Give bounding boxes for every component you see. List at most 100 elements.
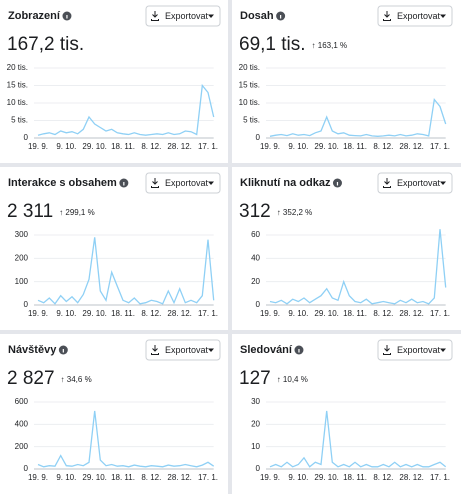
x-tick-label: 9. 10.	[56, 142, 76, 151]
export-button-box[interactable]	[145, 5, 221, 27]
x-tick-label: 28. 12.	[167, 142, 191, 151]
x-tick-label: 8. 12.	[373, 473, 393, 482]
panel-title: Kliknutí na odkaz	[240, 177, 331, 189]
metric-change: ↑ 299,1 %	[59, 208, 95, 217]
download-icon	[383, 11, 391, 21]
line	[269, 97, 447, 137]
export-button[interactable]: Exportovat	[377, 5, 453, 27]
panel: Návštěvy Exportovat 2 827 ↑ 34,6 % 0 200 400 60…	[0, 334, 228, 494]
y-tick-label: 300	[15, 230, 29, 239]
panel-title: Sledování	[240, 344, 293, 356]
x-tick-label: 18. 11.	[343, 473, 367, 482]
metric-value: 69,1 tis.	[239, 34, 306, 55]
x-tick-label: 18. 11.	[111, 309, 135, 318]
x-tick-label: 19. 9.	[28, 142, 48, 151]
x-tick-label: 9. 10.	[56, 309, 76, 318]
metric-change: ↑ 34,6 %	[61, 375, 92, 384]
x-tick-label: 8. 12.	[373, 309, 393, 318]
export-button-label: Exportovat	[165, 11, 209, 21]
y-tick-label: 0	[24, 300, 29, 309]
y-tick-label: 0	[256, 464, 261, 473]
x-tick-label: 8. 12.	[373, 142, 393, 151]
x-tick-label: 18. 11.	[111, 142, 135, 151]
export-button-box[interactable]	[377, 5, 453, 27]
download-icon	[151, 11, 159, 21]
x-tick-label: 28. 12.	[167, 309, 191, 318]
metric-change: ↑ 10,4 %	[277, 375, 308, 384]
panel-title: Dosah	[240, 10, 274, 22]
x-tick-label: 29. 10.	[314, 309, 338, 318]
y-tick-label: 10 tis.	[239, 98, 260, 107]
y-tick-label: 0	[256, 300, 261, 309]
y-tick-label: 30	[251, 397, 260, 406]
y-tick-label: 10	[251, 442, 260, 451]
export-button[interactable]: Exportovat	[145, 339, 221, 361]
x-tick-label: 29. 10.	[82, 142, 106, 151]
panel-background	[232, 167, 461, 330]
metric-change: ↑ 163,1 %	[312, 41, 348, 50]
metric-value: 2 827	[7, 368, 55, 389]
dropdown-caret	[440, 181, 446, 185]
x-tick-label: 17. 1.	[430, 142, 450, 151]
export-button-label: Exportovat	[397, 178, 441, 188]
export-button-box[interactable]	[377, 172, 453, 194]
y-tick-label: 60	[251, 230, 260, 239]
x-tick-label: 28. 12.	[167, 473, 191, 482]
metric-value: 167,2 tis.	[7, 34, 84, 55]
x-tick-label: 19. 9.	[260, 473, 280, 482]
download-icon	[151, 345, 159, 355]
line	[37, 410, 215, 468]
export-button[interactable]: Exportovat	[377, 339, 453, 361]
x-tick-label: 28. 12.	[399, 142, 423, 151]
panel: Kliknutí na odkaz Exportovat 312 ↑ 352,2 % 0…	[232, 167, 461, 330]
x-tick-label: 19. 9.	[260, 142, 280, 151]
y-tick-label: 200	[15, 442, 29, 451]
export-button[interactable]: Exportovat	[377, 172, 453, 194]
x-tick-label: 17. 1.	[430, 309, 450, 318]
export-button-box[interactable]	[145, 339, 221, 361]
x-tick-label: 8. 12.	[141, 309, 161, 318]
line	[37, 83, 215, 136]
x-tick-label: 29. 10.	[314, 473, 338, 482]
dropdown-caret	[208, 14, 214, 18]
export-button-box[interactable]	[377, 339, 453, 361]
x-tick-label: 9. 10.	[56, 473, 76, 482]
x-tick-label: 29. 10.	[314, 142, 338, 151]
export-button-label: Exportovat	[165, 178, 209, 188]
x-tick-label: 8. 12.	[141, 142, 161, 151]
y-tick-label: 0	[24, 464, 29, 473]
x-tick-label: 29. 10.	[82, 473, 106, 482]
panel-background	[0, 334, 228, 494]
y-tick-label: 0	[24, 133, 29, 142]
y-tick-label: 400	[15, 419, 29, 428]
panel: Sledování Exportovat 127 ↑ 10,4 % 0 10 20 30 19.…	[232, 334, 461, 494]
panel: Zobrazení Exportovat 167,2 tis. 0 5 tis. 10 t…	[0, 0, 228, 163]
line	[269, 410, 447, 468]
dropdown-caret	[440, 348, 446, 352]
y-tick-label: 5 tis.	[243, 116, 260, 125]
dropdown-caret	[208, 348, 214, 352]
download-icon	[151, 178, 159, 188]
panel-title: Zobrazení	[8, 10, 61, 22]
y-tick-label: 40	[251, 253, 260, 262]
x-tick-label: 17. 1.	[198, 309, 218, 318]
x-tick-label: 17. 1.	[198, 142, 218, 151]
y-tick-label: 15 tis.	[239, 81, 260, 90]
x-tick-label: 19. 9.	[28, 309, 48, 318]
export-button[interactable]: Exportovat	[145, 172, 221, 194]
export-button[interactable]: Exportovat	[145, 5, 221, 27]
dropdown-caret	[440, 14, 446, 18]
panel-title: Interakce s obsahem	[8, 177, 117, 189]
x-tick-label: 28. 12.	[399, 309, 423, 318]
export-button-box[interactable]	[145, 172, 221, 194]
metric-value: 127	[239, 368, 271, 389]
download-icon	[383, 345, 391, 355]
dropdown-caret	[208, 181, 214, 185]
x-tick-label: 18. 11.	[343, 309, 367, 318]
x-tick-label: 17. 1.	[198, 473, 218, 482]
x-tick-label: 28. 12.	[399, 473, 423, 482]
y-tick-label: 20	[251, 419, 260, 428]
download-icon	[383, 178, 391, 188]
y-tick-label: 600	[15, 397, 29, 406]
